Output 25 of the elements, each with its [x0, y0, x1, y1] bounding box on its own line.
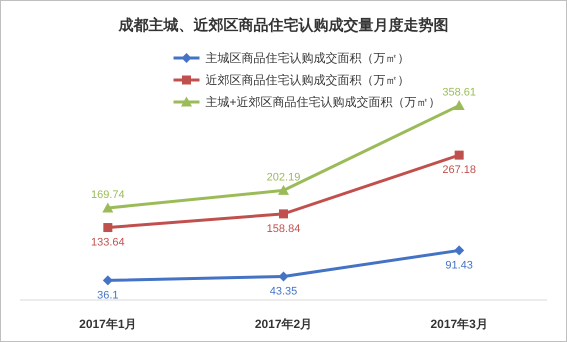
data-label: 91.43	[445, 259, 473, 272]
point	[102, 202, 114, 212]
data-label: 133.64	[91, 236, 125, 249]
point	[454, 150, 464, 160]
legend-label: 近郊区商品住宅认购成交面积（万㎡）	[206, 73, 410, 87]
point	[278, 271, 288, 282]
point	[279, 209, 288, 218]
data-label: 202.19	[266, 171, 300, 184]
legend-label: 主城+近郊区商品住宅认购成交面积（万㎡）	[206, 95, 441, 109]
chart-title: 成都主城、近郊区商品住宅认购成交量月度走势图	[118, 16, 448, 34]
point	[454, 245, 464, 256]
x-tick-label: 2017年1月	[79, 317, 137, 331]
x-tick-label: 2017年2月	[254, 317, 312, 331]
data-label: 43.35	[270, 285, 298, 298]
data-label: 158.84	[266, 222, 300, 235]
x-tick-label: 2017年3月	[430, 317, 488, 331]
data-label: 267.18	[442, 164, 476, 176]
point	[454, 100, 465, 110]
data-label: 358.61	[442, 86, 476, 99]
point	[102, 275, 113, 286]
data-label: 169.74	[91, 188, 125, 201]
point	[278, 184, 289, 195]
point	[103, 223, 112, 232]
data-label: 36.1	[97, 289, 119, 302]
legend-label: 主城区商品住宅认购成交面积（万㎡）	[206, 51, 410, 65]
